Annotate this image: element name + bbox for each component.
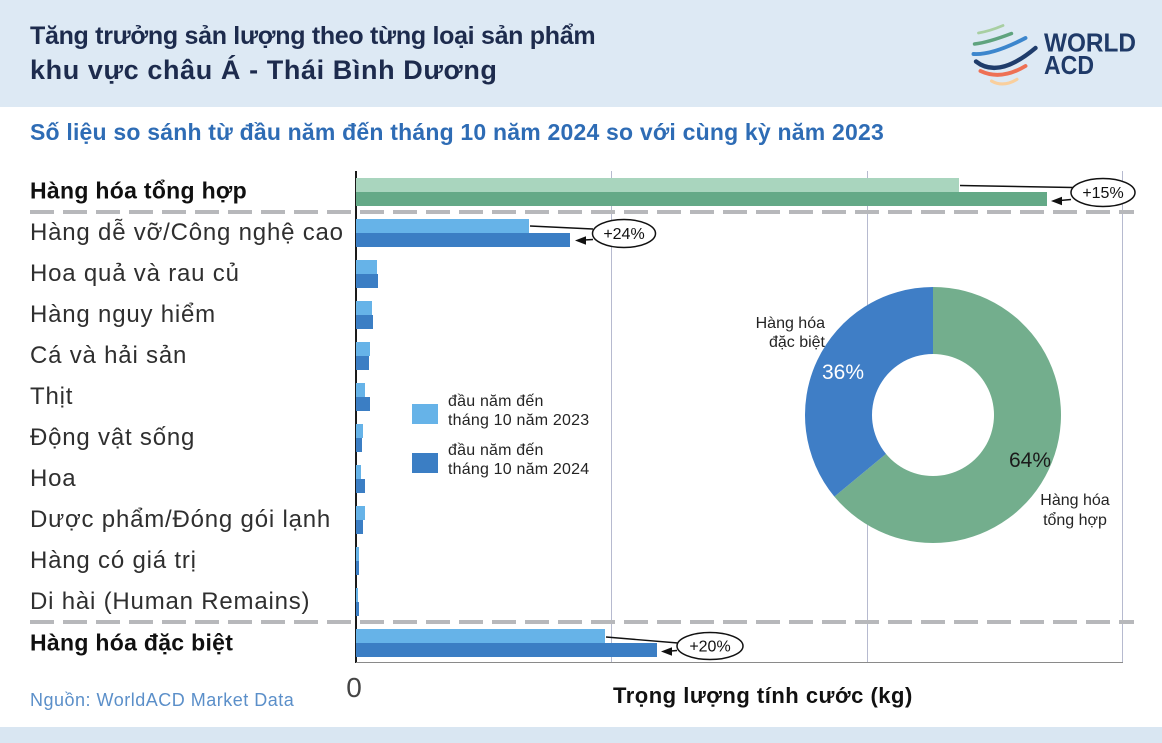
svg-text:+20%: +20% (689, 639, 730, 656)
svg-text:WORLD: WORLD (1044, 28, 1136, 58)
svg-text:+15%: +15% (1082, 185, 1123, 202)
svg-text:ACD: ACD (1044, 50, 1094, 80)
svg-text:+24%: +24% (603, 226, 644, 243)
